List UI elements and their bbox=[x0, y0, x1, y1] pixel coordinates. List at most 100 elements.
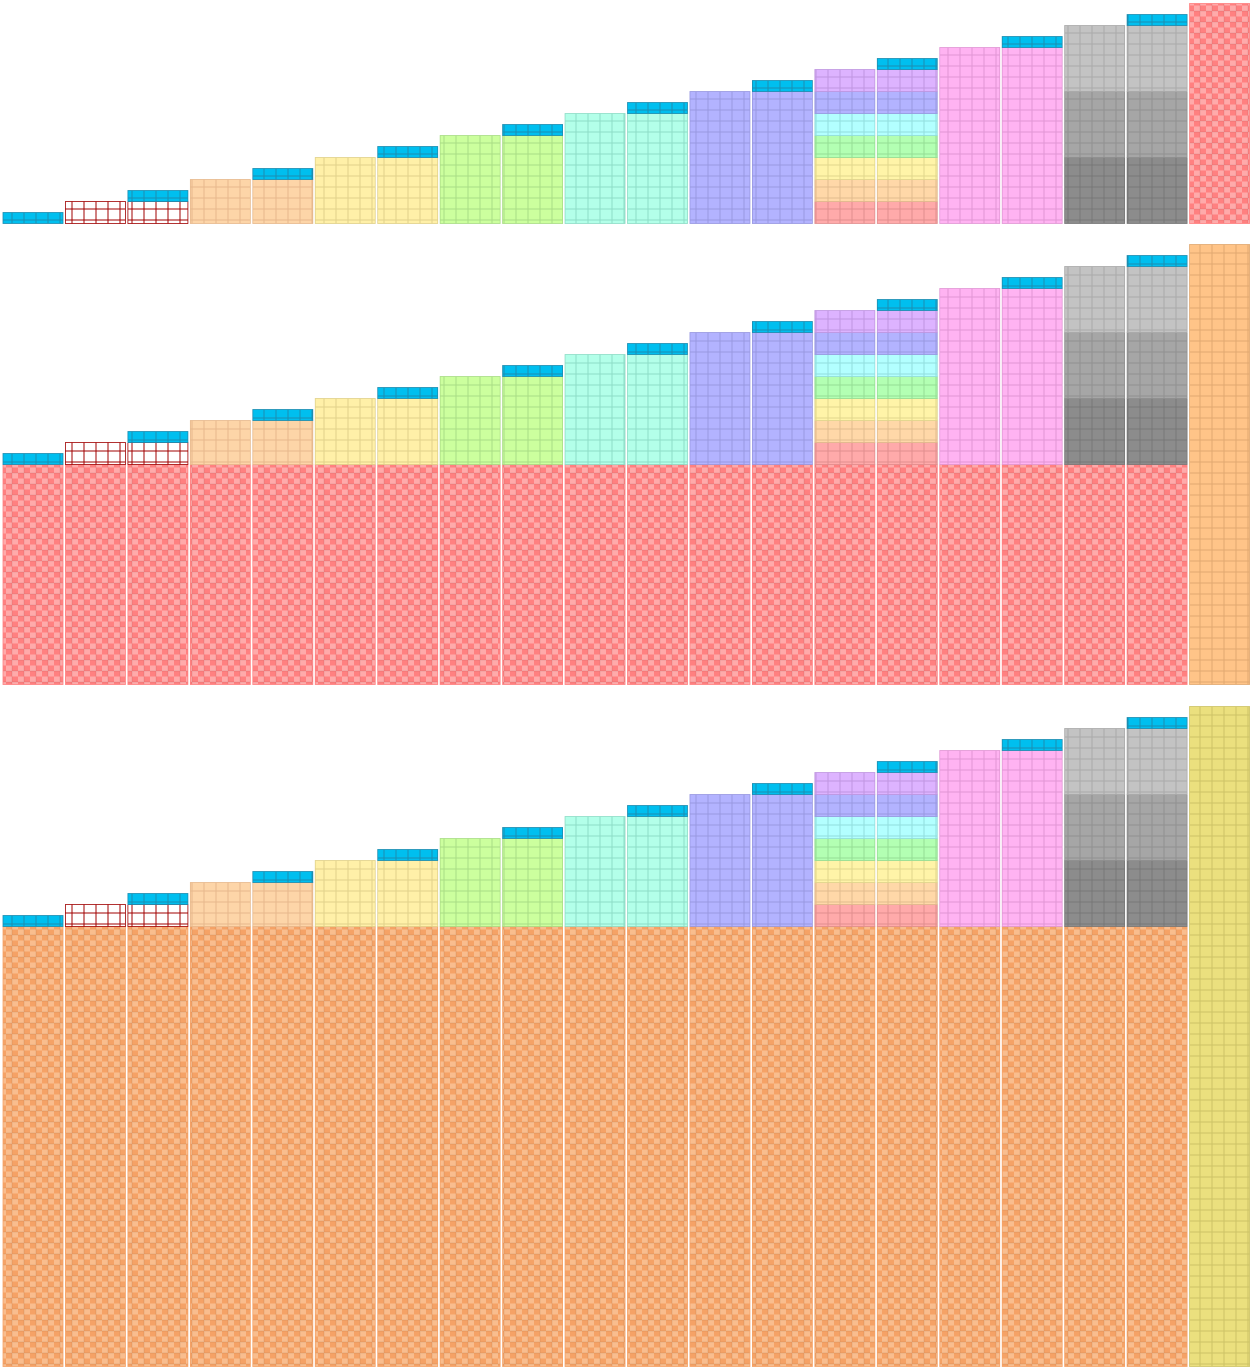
block-segment bbox=[876, 310, 938, 333]
block-segment bbox=[1001, 288, 1063, 465]
block-segment bbox=[2, 926, 64, 1367]
block-segment bbox=[439, 838, 501, 927]
block-segment bbox=[876, 201, 938, 224]
block-segment bbox=[689, 91, 751, 224]
block-segment bbox=[127, 190, 189, 202]
block-segment bbox=[1126, 464, 1188, 685]
block-segment bbox=[2, 212, 64, 224]
block-segment bbox=[814, 135, 876, 158]
block-segment bbox=[876, 58, 938, 70]
block-segment bbox=[1126, 91, 1188, 158]
block-segment bbox=[814, 816, 876, 839]
block-segment bbox=[814, 442, 876, 465]
block-segment bbox=[377, 146, 439, 158]
block-segment bbox=[502, 926, 564, 1367]
block-segment bbox=[876, 464, 938, 685]
block-segment bbox=[314, 157, 376, 224]
block-segment bbox=[876, 157, 938, 180]
block-segment bbox=[876, 772, 938, 795]
block-segment bbox=[876, 299, 938, 311]
block-segment bbox=[1189, 3, 1250, 224]
block-segment bbox=[1064, 794, 1126, 861]
block-segment bbox=[814, 904, 876, 927]
block-segment bbox=[814, 398, 876, 421]
block-segment bbox=[189, 179, 251, 224]
block-segment bbox=[1126, 926, 1188, 1367]
block-segment bbox=[876, 761, 938, 773]
block-segment bbox=[814, 354, 876, 377]
block-segment bbox=[127, 893, 189, 905]
block-segment bbox=[627, 343, 688, 355]
block-segment bbox=[752, 926, 813, 1367]
block-segment bbox=[502, 124, 564, 136]
block-segment bbox=[564, 464, 626, 685]
block-segment bbox=[752, 794, 813, 927]
block-segment bbox=[752, 91, 813, 224]
block-segment bbox=[252, 926, 314, 1367]
block-segment bbox=[939, 288, 1001, 465]
block-segment bbox=[127, 904, 189, 927]
block-segment bbox=[314, 464, 376, 685]
block-segment bbox=[564, 926, 626, 1367]
block-segment bbox=[189, 882, 251, 927]
block-segment bbox=[876, 91, 938, 114]
block-segment bbox=[752, 80, 813, 92]
block-segment bbox=[502, 365, 564, 377]
block-segment bbox=[65, 464, 126, 685]
block-segment bbox=[1189, 706, 1250, 1367]
block-segment bbox=[252, 409, 314, 421]
block-segment bbox=[876, 354, 938, 377]
block-segment bbox=[752, 332, 813, 465]
block-segment bbox=[876, 113, 938, 136]
block-segment bbox=[1064, 332, 1126, 399]
block-segment bbox=[876, 882, 938, 905]
block-segment bbox=[377, 926, 439, 1367]
block-segment bbox=[252, 871, 314, 883]
block-segment bbox=[1126, 266, 1188, 333]
block-segment bbox=[1126, 728, 1188, 795]
block-segment bbox=[814, 464, 876, 685]
block-segment bbox=[814, 860, 876, 883]
block-segment bbox=[627, 816, 688, 927]
block-segment bbox=[876, 420, 938, 443]
block-segment bbox=[127, 431, 189, 443]
block-segment bbox=[65, 442, 126, 465]
block-segment bbox=[1126, 398, 1188, 465]
block-segment bbox=[876, 69, 938, 92]
block-segment bbox=[814, 113, 876, 136]
block-segment bbox=[377, 849, 439, 861]
block-segment bbox=[127, 442, 189, 465]
block-segment bbox=[1001, 750, 1063, 927]
block-segment bbox=[1001, 739, 1063, 751]
block-segment bbox=[314, 398, 376, 465]
block-segment bbox=[377, 464, 439, 685]
block-segment bbox=[1001, 47, 1063, 224]
block-segment bbox=[1001, 464, 1063, 685]
block-segment bbox=[627, 102, 688, 114]
block-segment bbox=[814, 310, 876, 333]
block-segment bbox=[2, 464, 64, 685]
block-segment bbox=[65, 904, 126, 927]
block-segment bbox=[876, 816, 938, 839]
block-segment bbox=[1126, 717, 1188, 729]
block-segment bbox=[689, 794, 751, 927]
block-segment bbox=[876, 135, 938, 158]
block-segment bbox=[1064, 91, 1126, 158]
block-segment bbox=[1001, 277, 1063, 289]
block-segment bbox=[752, 321, 813, 333]
block-segment bbox=[189, 926, 251, 1367]
block-segment bbox=[939, 464, 1001, 685]
block-segment bbox=[876, 179, 938, 202]
block-segment bbox=[377, 860, 439, 927]
block-segment bbox=[1126, 860, 1188, 927]
block-segment bbox=[2, 453, 64, 465]
block-segment bbox=[627, 805, 688, 817]
block-segment bbox=[252, 179, 314, 224]
block-segment bbox=[564, 354, 626, 465]
block-segment bbox=[439, 926, 501, 1367]
block-segment bbox=[876, 332, 938, 355]
block-segment bbox=[377, 398, 439, 465]
block-segment bbox=[752, 464, 813, 685]
block-segment bbox=[876, 926, 938, 1367]
